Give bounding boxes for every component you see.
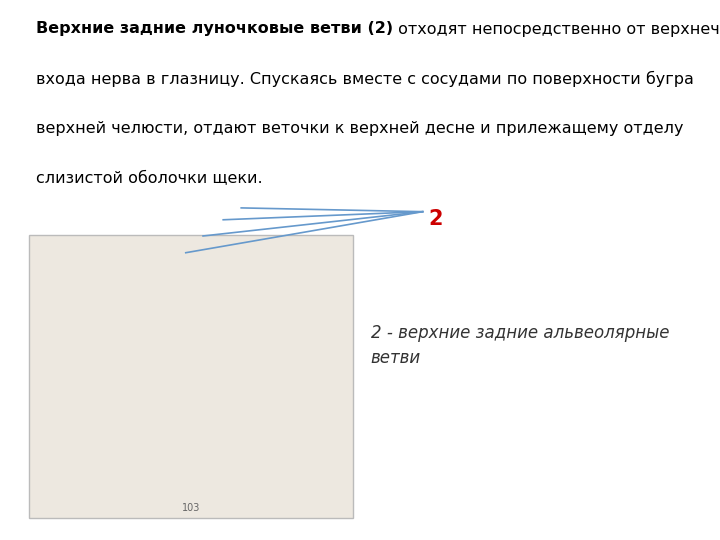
Text: 103: 103 (181, 503, 200, 513)
Text: верхней челюсти, отдают веточки к верхней десне и прилежащему отделу: верхней челюсти, отдают веточки к верхне… (36, 121, 683, 136)
Text: отходят непосредственно от верхнечелюстного нерва в крылонёбной ямке у нижнеглаз: отходят непосредственно от верхнечелюстн… (393, 21, 720, 37)
Text: слизистой оболочки щеки.: слизистой оболочки щеки. (36, 171, 263, 186)
FancyBboxPatch shape (29, 235, 353, 518)
Text: входа нерва в глазницу. Спускаясь вместе с сосудами по поверхности бугра: входа нерва в глазницу. Спускаясь вместе… (36, 71, 694, 87)
Text: Верхние задние луночковые ветви (2): Верхние задние луночковые ветви (2) (36, 21, 393, 36)
Text: 2: 2 (428, 208, 443, 229)
Text: 2 - верхние задние альвеолярные
ветви: 2 - верхние задние альвеолярные ветви (371, 324, 670, 367)
